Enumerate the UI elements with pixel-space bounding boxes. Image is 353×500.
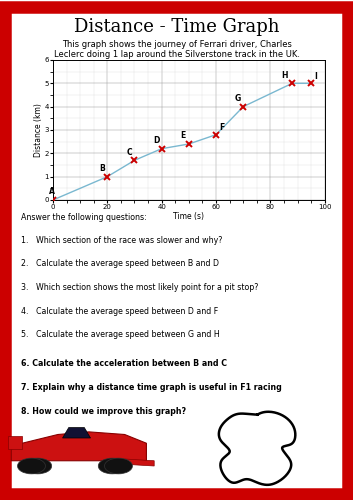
Text: 2.   Calculate the average speed between B and D: 2. Calculate the average speed between B… — [21, 260, 219, 268]
Circle shape — [18, 458, 46, 474]
Text: F: F — [219, 124, 224, 132]
Text: D: D — [154, 136, 160, 145]
Text: Distance - Time Graph: Distance - Time Graph — [74, 18, 279, 36]
Polygon shape — [8, 436, 22, 450]
Text: I: I — [314, 72, 317, 81]
Text: C: C — [126, 148, 132, 157]
Text: 7. Explain why a distance time graph is useful in F1 racing: 7. Explain why a distance time graph is … — [21, 383, 282, 392]
Text: Answer the following questions:: Answer the following questions: — [21, 212, 147, 222]
Text: 8. How could we improve this graph?: 8. How could we improve this graph? — [21, 406, 186, 416]
Text: 4.   Calculate the average speed between D and F: 4. Calculate the average speed between D… — [21, 306, 219, 316]
Text: 5.   Calculate the average speed between G and H: 5. Calculate the average speed between G… — [21, 330, 220, 339]
Text: G: G — [235, 94, 241, 103]
Text: 6. Calculate the acceleration between B and C: 6. Calculate the acceleration between B … — [21, 360, 227, 368]
Text: 3.   Which section shows the most likely point for a pit stop?: 3. Which section shows the most likely p… — [21, 283, 258, 292]
Circle shape — [24, 458, 52, 474]
X-axis label: Time (s): Time (s) — [173, 212, 204, 220]
Text: 1.   Which section of the race was slower and why?: 1. Which section of the race was slower … — [21, 236, 222, 245]
Circle shape — [98, 458, 126, 474]
Polygon shape — [62, 428, 90, 438]
Text: H: H — [281, 71, 288, 80]
Polygon shape — [11, 432, 146, 461]
Text: A: A — [49, 187, 55, 196]
Polygon shape — [125, 459, 154, 466]
Text: E: E — [181, 132, 186, 140]
Text: This graph shows the journey of Ferrari driver, Charles
Leclerc doing 1 lap arou: This graph shows the journey of Ferrari … — [54, 40, 299, 60]
Text: B: B — [99, 164, 105, 173]
Y-axis label: Distance (km): Distance (km) — [34, 103, 43, 157]
Circle shape — [104, 458, 132, 474]
